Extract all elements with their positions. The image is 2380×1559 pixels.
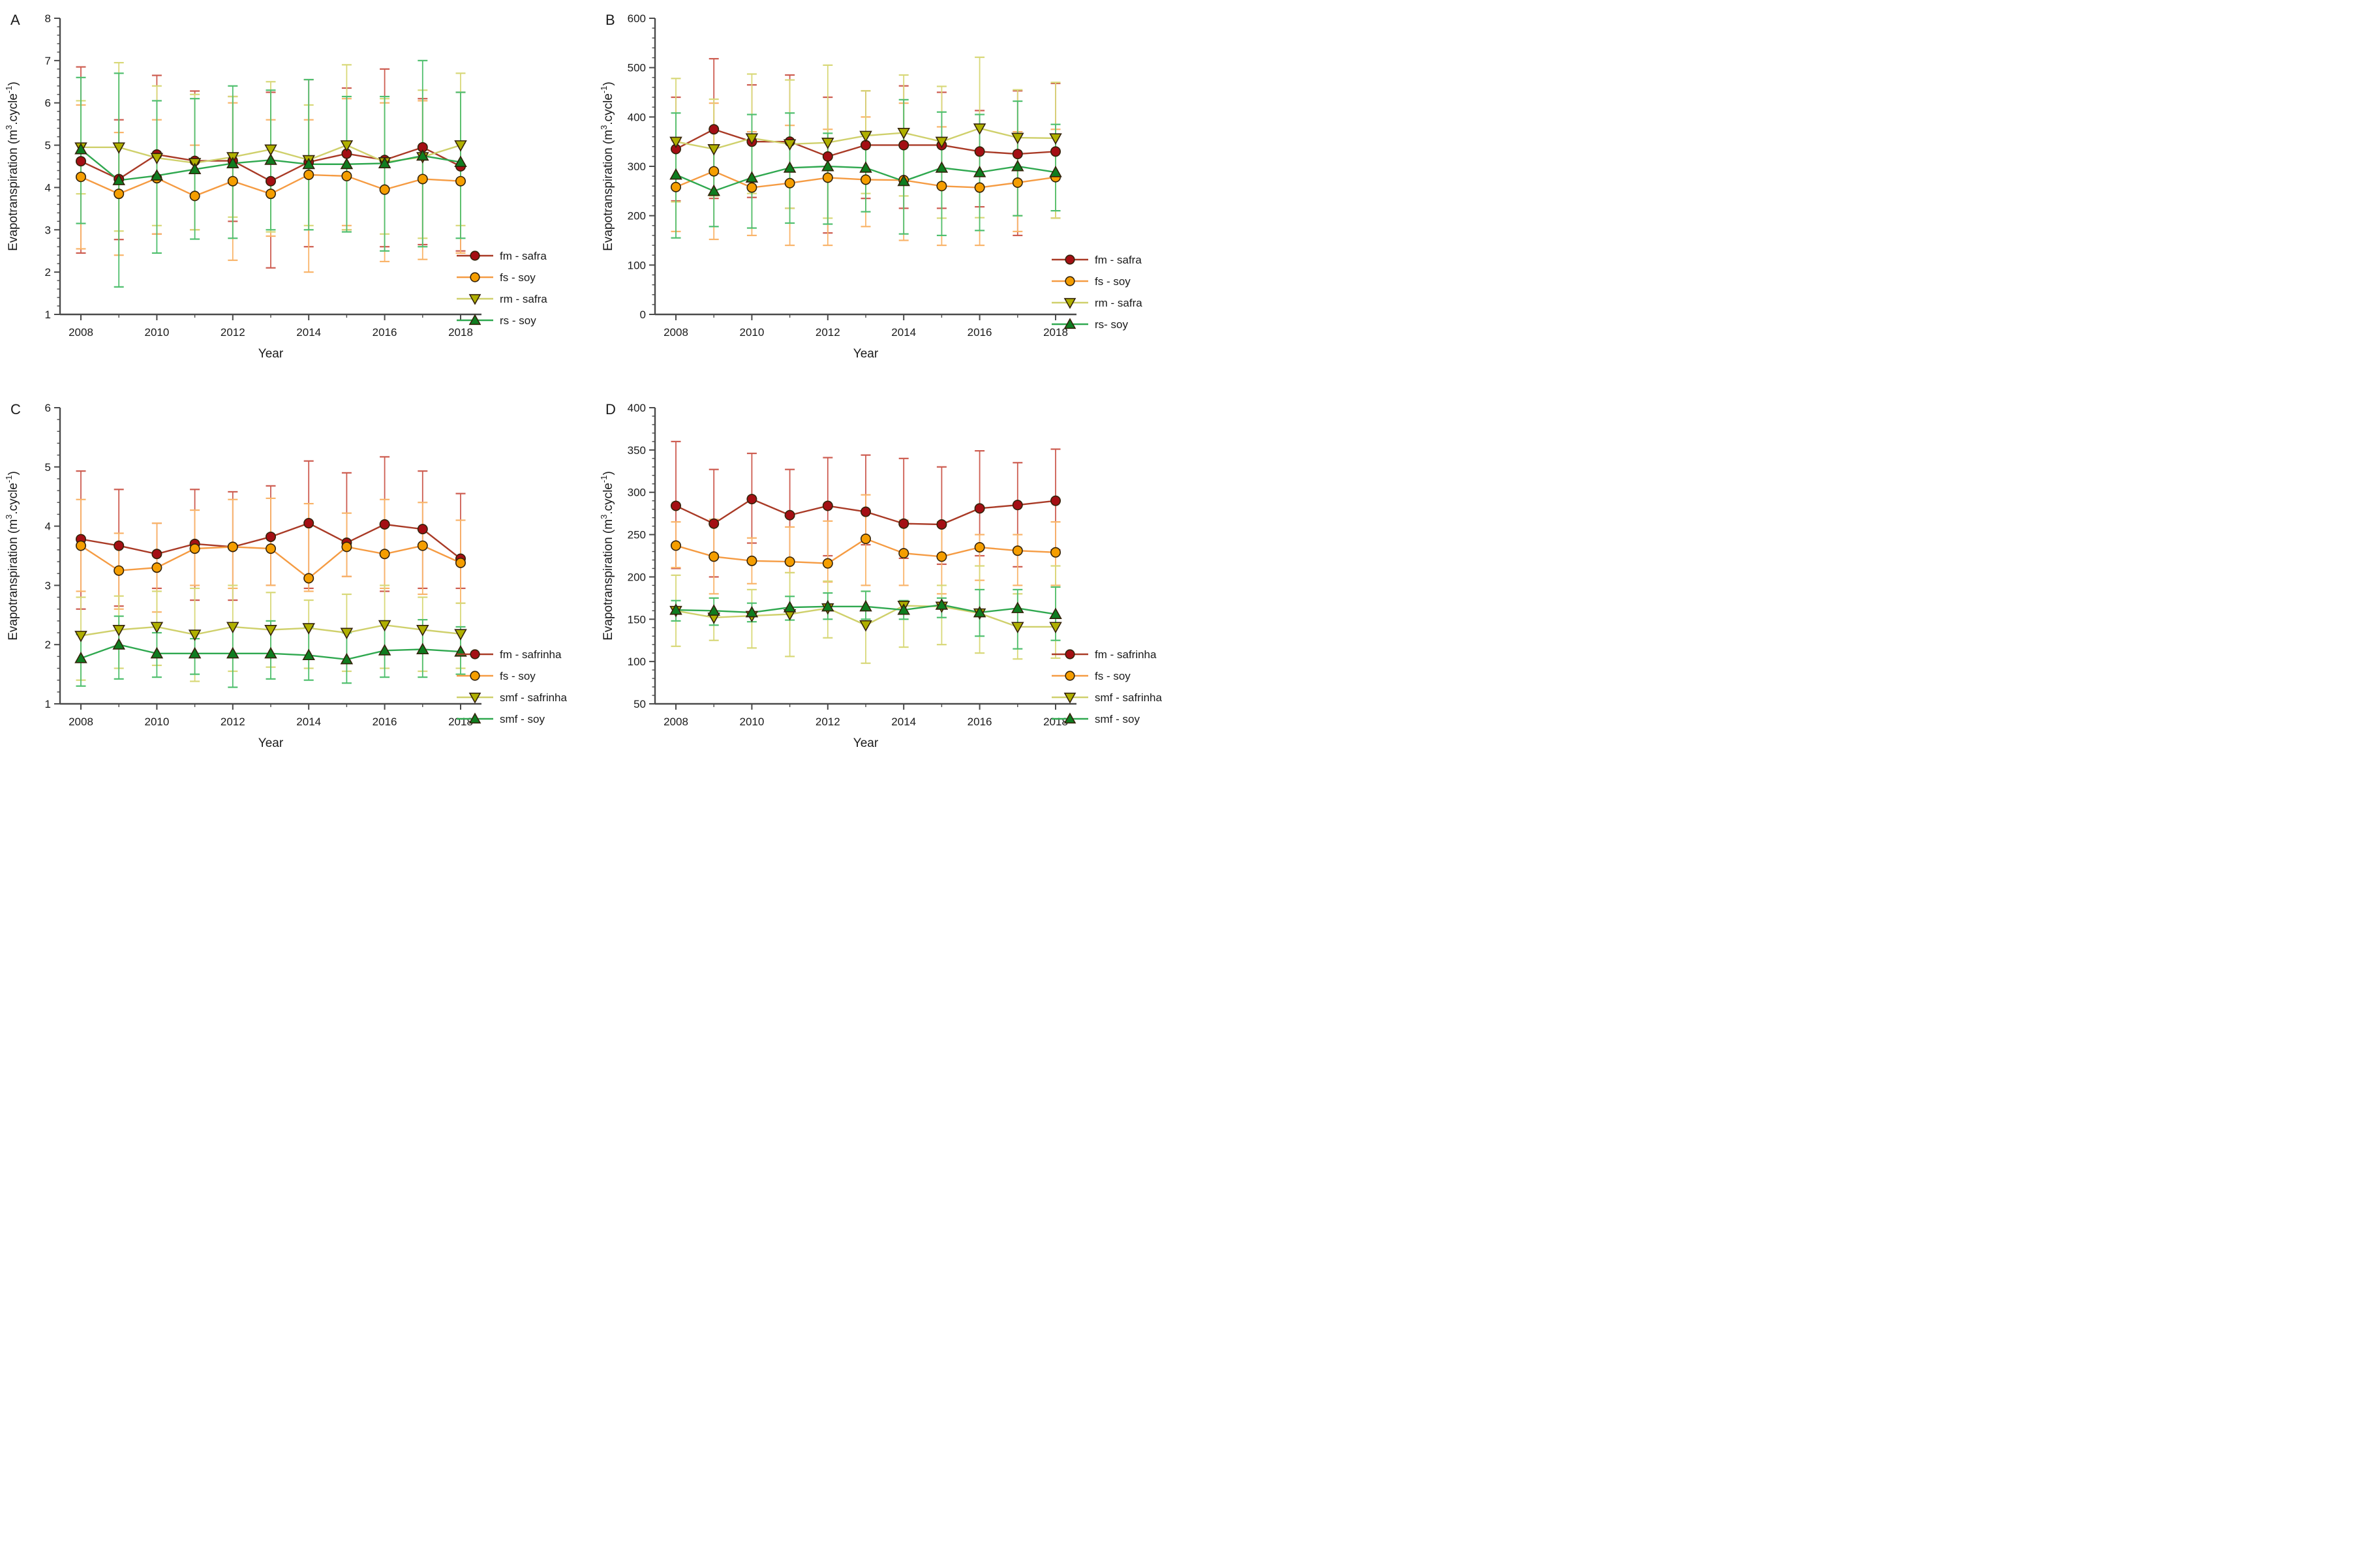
- svg-text:6: 6: [45, 402, 51, 414]
- svg-text:2010: 2010: [739, 326, 764, 339]
- svg-text:2012: 2012: [221, 326, 245, 339]
- panel-C-chart: 1 2 3 4 5 6 2008 2010 2012 2014 2016 2018 Year Evapot…: [0, 389, 595, 780]
- svg-text:150: 150: [628, 613, 646, 626]
- svg-text:5: 5: [45, 140, 51, 152]
- panel-A-chart: 1 2 3 4 5 6 7 8 2008 2010 2012 2014 2016 2018 Year Evap…: [0, 0, 595, 389]
- svg-text:2012: 2012: [221, 716, 245, 728]
- svg-text:smf - safrinha: smf - safrinha: [500, 691, 568, 704]
- svg-text:4: 4: [45, 521, 51, 533]
- svg-text:D: D: [605, 401, 616, 417]
- svg-text:50: 50: [633, 698, 646, 710]
- svg-text:fm - safra: fm - safra: [1095, 254, 1142, 266]
- svg-text:5: 5: [45, 461, 51, 474]
- svg-text:smf - soy: smf - soy: [1095, 713, 1140, 725]
- svg-text:100: 100: [628, 656, 646, 668]
- svg-text:A: A: [10, 12, 20, 28]
- svg-text:rm - safra: rm - safra: [500, 293, 547, 305]
- svg-text:smf - safrinha: smf - safrinha: [1095, 691, 1163, 704]
- svg-text:2012: 2012: [816, 326, 840, 339]
- svg-text:B: B: [605, 12, 615, 28]
- svg-text:400: 400: [628, 111, 646, 123]
- svg-text:2018: 2018: [448, 716, 473, 728]
- svg-text:2008: 2008: [664, 326, 688, 339]
- svg-text:2010: 2010: [739, 716, 764, 728]
- svg-text:Evapotranspiration (m3.cycle-1: Evapotranspiration (m3.cycle-1): [4, 82, 20, 251]
- svg-text:Evapotranspiration (m3.cycle-1: Evapotranspiration (m3.cycle-1): [599, 471, 615, 641]
- svg-text:rs- soy: rs- soy: [1095, 318, 1129, 331]
- svg-text:2016: 2016: [968, 716, 992, 728]
- svg-text:2018: 2018: [1043, 326, 1068, 339]
- svg-text:3: 3: [45, 579, 51, 592]
- svg-text:1: 1: [45, 309, 51, 321]
- svg-text:8: 8: [45, 12, 51, 25]
- svg-text:2008: 2008: [664, 716, 688, 728]
- svg-text:0: 0: [640, 309, 646, 321]
- svg-text:500: 500: [628, 62, 646, 74]
- svg-text:fs - soy: fs - soy: [500, 271, 536, 284]
- svg-text:2: 2: [45, 266, 51, 279]
- svg-text:C: C: [10, 401, 21, 417]
- svg-text:Year: Year: [853, 736, 879, 750]
- svg-text:100: 100: [628, 259, 646, 271]
- svg-text:2018: 2018: [448, 326, 473, 339]
- svg-text:Evapotranspiration (m3.cycle-1: Evapotranspiration (m3.cycle-1): [599, 82, 615, 251]
- svg-text:2008: 2008: [69, 716, 93, 728]
- svg-text:2016: 2016: [968, 326, 992, 339]
- svg-text:fs - soy: fs - soy: [500, 670, 536, 682]
- svg-text:smf - soy: smf - soy: [500, 713, 545, 725]
- svg-text:2016: 2016: [373, 326, 397, 339]
- svg-text:2016: 2016: [373, 716, 397, 728]
- svg-text:600: 600: [628, 12, 646, 25]
- svg-text:fm - safra: fm - safra: [500, 250, 547, 262]
- svg-text:2014: 2014: [891, 716, 916, 728]
- svg-text:fs - soy: fs - soy: [1095, 670, 1131, 682]
- svg-text:350: 350: [628, 444, 646, 457]
- svg-text:6: 6: [45, 97, 51, 110]
- svg-text:2: 2: [45, 639, 51, 651]
- panel-D-chart: 50 100 150 200 250 300 350 400 2008 2010 2012 2014 2…: [595, 389, 1190, 780]
- svg-text:3: 3: [45, 224, 51, 236]
- svg-text:7: 7: [45, 55, 51, 67]
- svg-text:2014: 2014: [296, 716, 321, 728]
- svg-text:1: 1: [45, 698, 51, 710]
- svg-text:300: 300: [628, 160, 646, 173]
- svg-text:2008: 2008: [69, 326, 93, 339]
- svg-text:2010: 2010: [144, 326, 169, 339]
- svg-text:fs - soy: fs - soy: [1095, 275, 1131, 288]
- svg-text:250: 250: [628, 529, 646, 541]
- svg-text:300: 300: [628, 487, 646, 499]
- svg-text:4: 4: [45, 181, 51, 194]
- svg-text:fm - safrinha: fm - safrinha: [1095, 648, 1157, 661]
- svg-text:2014: 2014: [891, 326, 916, 339]
- svg-text:Year: Year: [853, 347, 879, 361]
- svg-text:2014: 2014: [296, 326, 321, 339]
- svg-text:Evapotranspiration (m3.cycle-1: Evapotranspiration (m3.cycle-1): [4, 471, 20, 641]
- panel-B-chart: 0 100 200 300 400 500 600 2008 2010 2012 2014 2016 2…: [595, 0, 1190, 389]
- svg-text:Year: Year: [258, 736, 284, 750]
- svg-text:Year: Year: [258, 347, 284, 361]
- svg-text:2018: 2018: [1043, 716, 1068, 728]
- svg-text:rm - safra: rm - safra: [1095, 297, 1142, 309]
- svg-text:rs - soy: rs - soy: [500, 314, 536, 327]
- svg-text:2012: 2012: [816, 716, 840, 728]
- svg-text:fm - safrinha: fm - safrinha: [500, 648, 562, 661]
- svg-text:200: 200: [628, 210, 646, 222]
- svg-text:2010: 2010: [144, 716, 169, 728]
- svg-text:200: 200: [628, 571, 646, 583]
- evapotranspiration-figure: 1 2 3 4 5 6 7 8 2008 2010 2012 2014 2016 2018 Year Evap…: [0, 0, 1190, 780]
- svg-text:400: 400: [628, 402, 646, 414]
